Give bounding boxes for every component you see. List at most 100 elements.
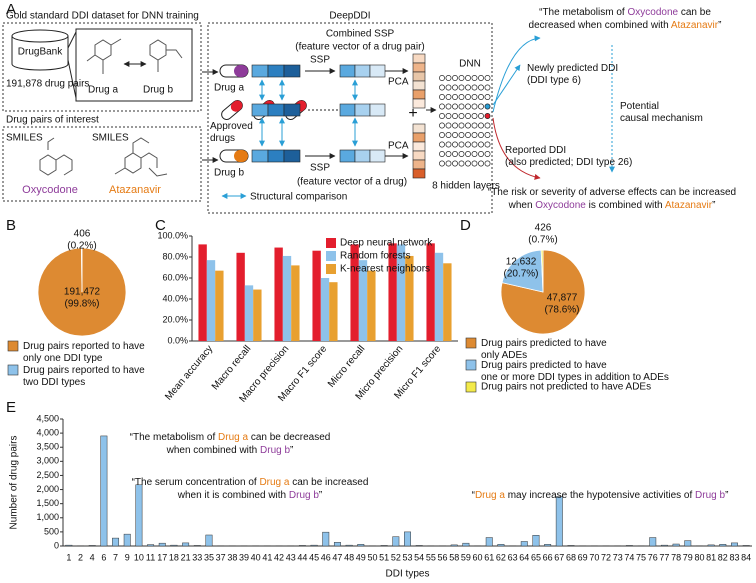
box-title: Drug pairs of interest [6,115,99,126]
molecule [149,39,183,72]
panel-label: C [155,217,166,234]
legend-swatch [465,381,477,393]
vector-cell [412,89,426,100]
input-label: Approved drugs [210,121,253,144]
percent-label: (99.8%) [64,299,99,310]
bar [707,544,715,547]
y-tick-label: 0 [54,540,59,550]
quote-segment: can be [678,7,711,18]
box-title: Gold standard DDI dataset for DNN traini… [6,11,199,22]
x-tick-label: 10 [134,552,144,562]
annotation-segment: Drug b [289,490,319,501]
ddi-note-line: (DDI type 6) [527,75,581,86]
quote-segment: ” [718,20,721,31]
value-label: 426 [535,223,552,234]
x-tick-label: 59 [461,552,471,562]
panel-label: E [6,399,16,416]
annotation-segment: “ [472,490,475,501]
x-tick-label: 76 [648,552,658,562]
vector-cell [354,149,371,163]
pca-label: PCA [388,77,409,88]
ddi-note-line: Newly predicted DDI [527,63,618,74]
bar [405,255,414,341]
x-tick-label: 75 [636,552,646,562]
vector-cell [412,62,426,73]
vector-cell [369,103,386,117]
bar [450,544,458,547]
bar [625,545,633,547]
vector-cell [412,80,426,91]
bar [158,542,166,547]
dnn-node [471,103,478,110]
y-tick-label: 1,000 [36,512,59,522]
bar [215,270,224,341]
bar [672,543,680,547]
input-label: Drug a [214,83,244,94]
value-label: 191,472 [64,287,101,298]
dnn-node [445,84,452,91]
dnn-node [458,122,465,129]
legend-label-line: Drug pairs predicted to have [481,360,607,371]
bar [135,484,143,547]
dnn-label: DNN [459,59,481,70]
quote-segment: when [508,200,536,211]
box-title: DeepDDI [329,11,370,22]
bar [170,544,178,547]
dnn-node [439,94,445,100]
x-tick-label: 67 [554,552,564,562]
bar [684,540,692,547]
prediction-arrow [492,35,541,113]
percent-label: (20.7%) [503,269,538,280]
bar [193,545,201,547]
annotation-segment: can be decreased [248,432,330,443]
y-tick-label: 4,000 [36,427,59,437]
x-tick-label: 78 [671,552,681,562]
dnn-node [452,132,458,138]
quote-segment: “The metabolism of [539,7,627,18]
x-tick-label: Mean accuracy [163,344,215,403]
legend-label: Deep neural network [340,238,433,249]
x-tick-label: 35 [204,552,214,562]
molecule [86,38,122,74]
dnn-node [484,151,491,157]
bar [462,542,470,547]
dnn-node [471,141,478,148]
dnn-node [471,75,478,81]
pca-label: PCA [388,141,409,152]
panel-label: A [6,1,16,18]
comparison-label: Structural comparison [250,192,347,203]
drug-label: Drug b [143,85,173,96]
x-tick-label: 62 [496,552,506,562]
dnn-node [439,75,445,81]
ssp-label: SSP [310,163,330,174]
x-tick-label: 47 [332,552,342,562]
x-tick-label: 52 [391,552,401,562]
dnn-node [478,132,484,138]
pie-slice [500,249,586,335]
bar [388,243,397,341]
x-tick-label: 72 [601,552,611,562]
y-tick-label: 2,500 [36,470,59,480]
y-tick-label: 1,500 [36,498,59,508]
dnn-node [445,122,452,129]
legend-swatch [326,251,336,261]
x-tick-label: 54 [414,552,424,562]
x-tick-label: 18 [169,552,179,562]
ddi-note-line: (also predicted; DDI type 26) [505,157,632,168]
x-tick-label: 81 [706,552,716,562]
dnn-node [445,103,452,110]
vector-cell [412,141,426,152]
bar [112,537,120,547]
vector-cell [412,123,426,134]
vector-cell [251,149,269,163]
vector-cell [339,64,356,78]
legend-label-line: Drug pairs reported to have [23,365,145,376]
legend-label: Drug pairs not predicted to have ADEs [481,382,651,393]
bar [298,545,306,547]
dnn-node [452,75,458,81]
legend-swatch [7,340,19,352]
combined-note: (feature vector of a drug pair) [295,42,425,53]
smiles-label: SMILES [92,133,129,144]
